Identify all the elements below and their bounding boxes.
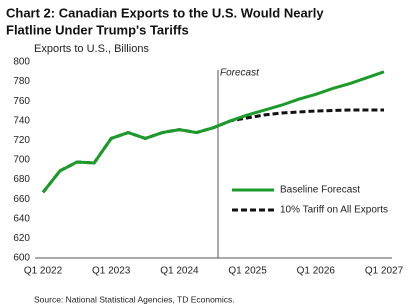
y-tick-label: 740 — [13, 115, 30, 126]
x-tick-label: Q1 2022 — [24, 266, 63, 277]
legend-label: 10% Tariff on All Exports — [280, 205, 388, 216]
series-line — [41, 108, 384, 194]
y-tick-label: 700 — [13, 155, 30, 166]
y-tick-label: 720 — [13, 135, 30, 146]
y-axis-label: Exports to U.S., Billions — [34, 43, 149, 55]
chart-title: Flatline Under Trump's Tariffs — [6, 22, 189, 37]
y-tick-label: 620 — [13, 233, 30, 244]
y-tick-label: 800 — [13, 57, 30, 68]
x-tick-label: Q1 2023 — [92, 266, 131, 277]
y-tick-label: 760 — [13, 96, 30, 107]
x-tick-label: Q1 2026 — [297, 266, 336, 277]
annotation: Forecast — [220, 68, 260, 79]
x-tick-label: Q1 2025 — [228, 266, 267, 277]
series-line — [41, 70, 385, 194]
y-tick-label: 660 — [13, 194, 30, 205]
y-tick-label: 780 — [13, 76, 30, 87]
y-tick-label: 680 — [13, 174, 30, 185]
y-tick-label: 600 — [13, 253, 30, 264]
x-tick-label: Q1 2024 — [160, 266, 199, 277]
legend-label: Baseline Forecast — [280, 185, 360, 196]
source: Source: National Statistical Agencies, T… — [34, 294, 235, 304]
x-tick-label: Q1 2027 — [365, 266, 404, 277]
y-tick-label: 640 — [13, 213, 30, 224]
chart-title: Chart 2: Canadian Exports to the U.S. Wo… — [6, 5, 324, 20]
